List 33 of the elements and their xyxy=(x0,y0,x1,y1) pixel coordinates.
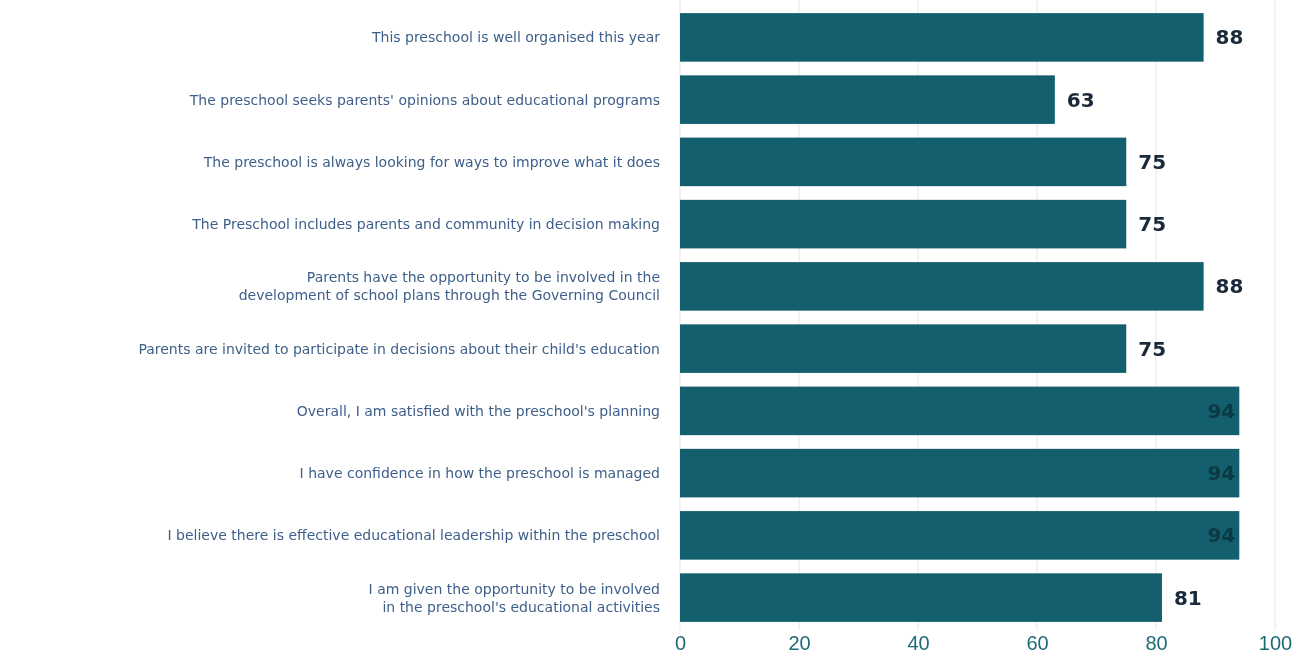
y-tick-label: I have confidence in how the preschool is managed xyxy=(299,465,660,482)
data-label: 88 xyxy=(1215,25,1244,50)
y-tick-label: Overall, I am satisfied with the preschool's planning xyxy=(296,402,660,419)
x-tick-label: 40 xyxy=(907,632,930,655)
bar xyxy=(680,573,1162,622)
y-tick-label: The Preschool includes parents and community in decision making xyxy=(191,216,660,233)
y-tick-label: I am given the opportunity to be involved in the preschool's educational activities xyxy=(368,580,660,615)
data-label: 75 xyxy=(1138,212,1167,237)
bar xyxy=(680,137,1127,187)
bar xyxy=(680,13,1204,62)
data-label: 88 xyxy=(1215,274,1244,299)
bar xyxy=(680,448,1240,498)
y-tick-label: The preschool is always looking for ways to improve what it does xyxy=(202,153,660,170)
bar xyxy=(680,75,1055,124)
x-tick-label: 80 xyxy=(1145,632,1168,655)
y-tick-label: I believe there is effective educational leadership within the preschool xyxy=(167,527,660,544)
bar xyxy=(680,199,1127,249)
data-label: 81 xyxy=(1173,585,1202,610)
y-tick-label: Parents are invited to participate in decisions about their child's education xyxy=(138,340,660,357)
bar xyxy=(680,324,1127,373)
data-label: 63 xyxy=(1066,87,1095,112)
y-tick-label: This preschool is well organised this year xyxy=(370,29,661,46)
x-tick-label: 60 xyxy=(1026,632,1049,655)
y-tick-label: Parents have the opportunity to be involved in the development of school plans through the Governing Council xyxy=(238,269,660,304)
y-tick-label: The preschool seeks parents' opinions about educational programs xyxy=(188,91,660,108)
x-tick-label: 100 xyxy=(1258,632,1293,655)
bar xyxy=(680,262,1204,311)
bar xyxy=(680,386,1240,436)
data-label: 75 xyxy=(1138,149,1167,174)
x-tick-label: 0 xyxy=(674,632,687,655)
data-label: 75 xyxy=(1138,336,1167,361)
bar xyxy=(680,511,1240,560)
x-tick-label: 20 xyxy=(788,632,811,655)
